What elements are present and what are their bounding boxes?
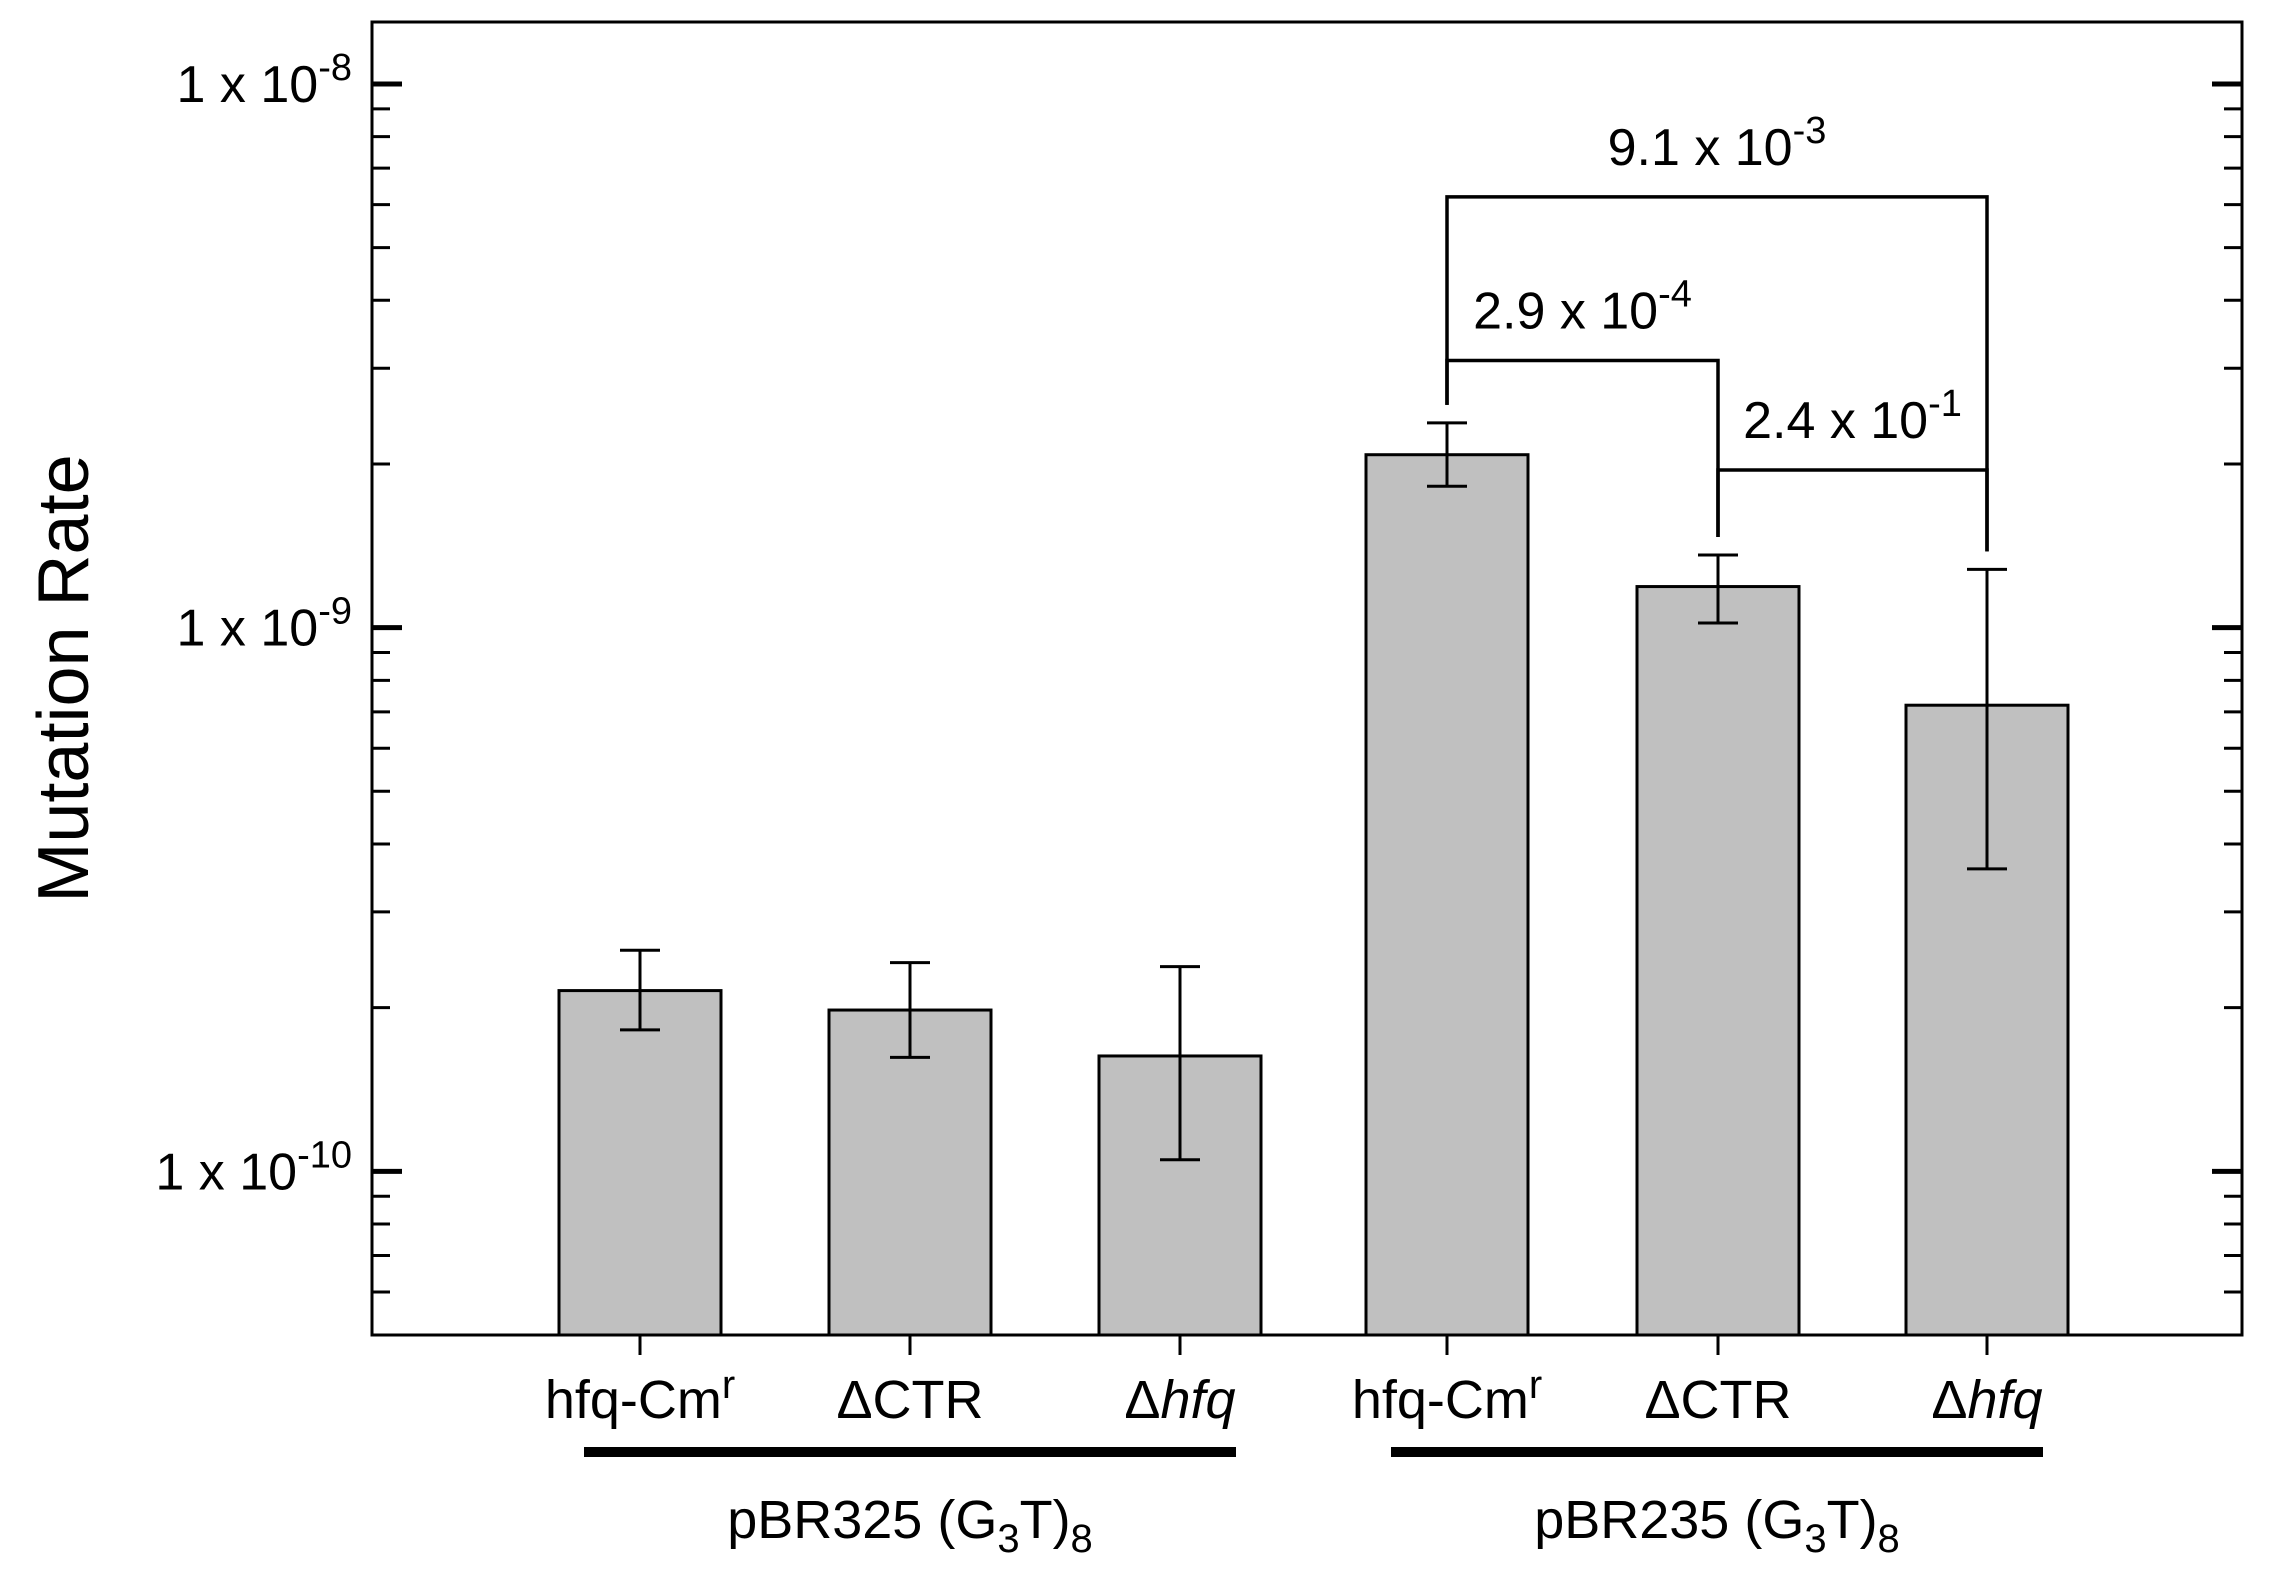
group-label: pBR325 (G3T)8 [727,1490,1093,1561]
y-tick-label-exponent: -8 [318,47,352,89]
y-tick-label-exponent: -9 [318,591,352,633]
p-value-base: 2.4 x 10 [1743,392,1928,450]
group-label-text: T) [1827,1490,1878,1550]
y-tick-label: 1 x 10-10 [155,1134,352,1201]
x-tick-label-gene: hfq [1161,1370,1236,1430]
x-tick-label-delta: Δ [1124,1370,1160,1430]
bar [1635,585,1801,1337]
group-label-subscript: 3 [1804,1517,1826,1561]
x-tick-label: ΔCTR [836,1370,983,1430]
p-value-exponent: -1 [1928,383,1962,425]
y-tick-label-base: 1 x 10 [177,56,319,114]
p-value-label: 9.1 x 10-3 [1608,110,1827,177]
x-tick-label-superscript: r [1529,1363,1542,1407]
p-value-base: 2.9 x 10 [1473,282,1658,340]
x-tick-label: hfq-Cmr [545,1363,735,1430]
group-label-text: T) [1020,1490,1071,1550]
y-tick-label-base: 1 x 10 [177,600,319,658]
group-label-text: pBR235 (G [1534,1490,1804,1550]
group-label-subscript: 8 [1071,1517,1093,1561]
bar [557,989,723,1337]
significance-bracket [1445,195,1989,552]
x-tick-label-text: ΔCTR [1644,1370,1791,1430]
p-value-label: 2.9 x 10-4 [1473,273,1692,340]
y-tick-label-exponent: -10 [297,1134,352,1176]
p-value-base: 9.1 x 10 [1608,119,1793,177]
p-value-exponent: -4 [1658,273,1692,315]
plot-frame [370,20,2244,1337]
group-label-text: pBR325 (G [727,1490,997,1550]
significance-bracket [1445,358,1720,538]
x-tick-label-superscript: r [722,1363,735,1407]
x-tick-label: Δhfq [1124,1370,1235,1430]
x-tick-label: hfq-Cmr [1352,1363,1542,1430]
bar [1364,453,1530,1337]
p-value-exponent: -3 [1793,110,1827,152]
bar [827,1008,993,1337]
y-tick-label-base: 1 x 10 [155,1143,297,1201]
group-label-subscript: 8 [1878,1517,1900,1561]
x-tick-label-text: ΔCTR [836,1370,983,1430]
group-label-subscript: 3 [997,1517,1019,1561]
x-tick-label-delta: Δ [1931,1370,1967,1430]
y-axis-title: Mutation Rate [24,454,104,902]
x-tick-label-gene: hfq [1968,1370,2043,1430]
x-tick-label: Δhfq [1931,1370,2042,1430]
group-label: pBR235 (G3T)8 [1534,1490,1900,1561]
significance-bracket [1716,468,1989,552]
x-tick-label-text: hfq-Cm [545,1370,722,1430]
y-tick-label: 1 x 10-8 [177,47,352,114]
p-value-label: 2.4 x 10-1 [1743,383,1962,450]
x-tick-label-text: hfq-Cm [1352,1370,1529,1430]
y-tick-label: 1 x 10-9 [177,591,352,658]
x-tick-label: ΔCTR [1644,1370,1791,1430]
